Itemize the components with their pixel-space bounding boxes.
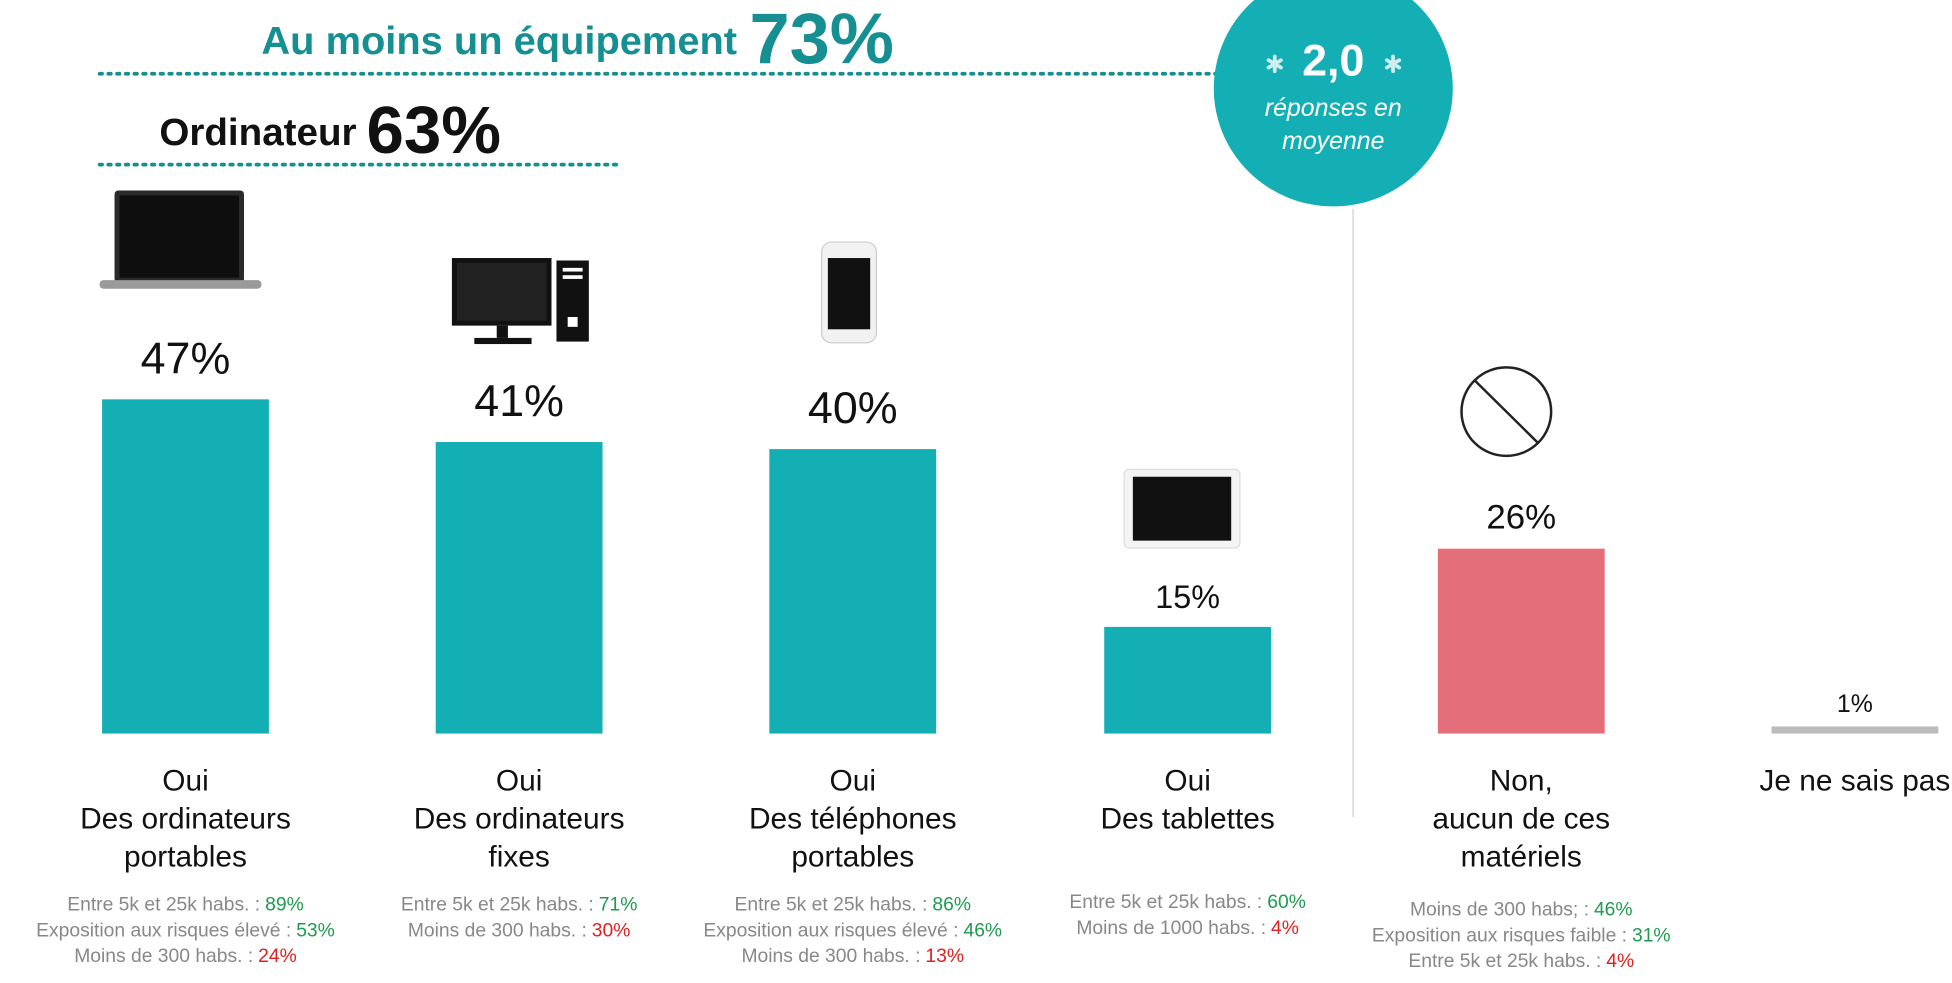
note: Entre 5k et 25k habs. :4% [1408,951,1634,972]
subheadline: Ordinateur 63% [159,94,501,168]
category-label: matériels [1461,841,1582,874]
note-value: 31% [1632,925,1671,946]
note: Entre 5k et 25k habs. :71% [401,895,638,916]
note-value: 86% [932,895,971,916]
note-text: Entre 5k et 25k habs. : [401,895,594,916]
category-label: aucun de ces [1432,803,1610,836]
category-label: Oui [496,765,542,798]
note-text: Entre 5k et 25k habs. : [735,895,928,916]
badge-text: réponses en [1265,95,1402,122]
badge-text: moyenne [1282,128,1384,155]
note-text: Moins de 300 habs. : [74,946,253,967]
tablet-icon [1124,469,1240,548]
subheadline-value: 63% [367,94,502,168]
note-value: 4% [1271,918,1299,939]
note-text: Moins de 300 habs; : [1410,900,1589,921]
value-label: 40% [808,384,898,433]
laptop-icon [100,190,262,288]
value-label: 47% [141,335,231,384]
note-value: 30% [592,921,631,942]
bar [1438,549,1605,734]
subheadline-text: Ordinateur [159,111,356,154]
phone-icon [822,242,877,343]
bar [1771,726,1938,733]
note-value: 60% [1267,892,1306,913]
note: Entre 5k et 25k habs. :86% [735,895,972,916]
note: Entre 5k et 25k habs. :89% [67,895,304,916]
note: Moins de 300 habs. :13% [741,946,964,967]
note-text: Exposition aux risques élevé : [36,921,291,942]
value-label: 41% [474,377,564,426]
note-text: Entre 5k et 25k habs. : [67,895,260,916]
note: Moins de 300 habs; :46% [1410,900,1633,921]
note: Moins de 300 habs. :24% [74,946,297,967]
note-value: 46% [963,921,1002,942]
category-label: Oui [162,765,208,798]
no-icon [1462,367,1552,455]
value-label: 1% [1837,691,1873,718]
headline: Au moins un équipement 73% [261,0,894,79]
note: Exposition aux risques faible :31% [1372,925,1671,946]
note-text: Moins de 300 habs. : [741,946,920,967]
bar [436,442,603,734]
chart: Au moins un équipement73% Ordinateur63% … [0,0,1952,983]
note-text: Exposition aux risques faible : [1372,925,1627,946]
headline-text: Au moins un équipement [261,20,737,64]
value-label: 26% [1486,499,1556,537]
category-label: fixes [488,841,549,874]
bar [1104,627,1271,734]
note: Moins de 1000 habs. :4% [1076,918,1299,939]
note-value: 89% [265,895,304,916]
badge-value: 2,0 [1302,37,1364,86]
category-label: Oui [830,765,876,798]
note-text: Moins de 1000 habs. : [1076,918,1266,939]
desktop-icon [452,258,589,344]
note-text: Moins de 300 habs. : [408,921,587,942]
note: Moins de 300 habs. :30% [408,921,631,942]
category-label: portables [124,841,247,874]
category-label: Non, [1490,765,1553,798]
note-text: Exposition aux risques élevé : [703,921,958,942]
note-value: 24% [258,946,297,967]
note: Exposition aux risques élevé :46% [703,921,1002,942]
category-label: Des tablettes [1100,803,1274,836]
category-label: Des ordinateurs [80,803,291,836]
note-value: 46% [1594,900,1633,921]
value-label: 15% [1155,579,1220,615]
note-value: 13% [925,946,964,967]
category-label: Je ne sais pas [1759,765,1950,798]
page: Au moins un équipement73% Ordinateur63% … [0,0,1952,983]
bar [102,399,269,733]
category-label: Des téléphones [749,803,957,836]
note: Exposition aux risques élevé :53% [36,921,335,942]
category-label: portables [791,841,914,874]
note-value: 71% [599,895,638,916]
category-label: Des ordinateurs [414,803,625,836]
headline-value: 73% [750,0,894,79]
bar [769,449,936,733]
note-value: 4% [1606,951,1634,972]
note-value: 53% [296,921,335,942]
note: Entre 5k et 25k habs. :60% [1069,892,1306,913]
note-text: Entre 5k et 25k habs. : [1408,951,1601,972]
note-text: Entre 5k et 25k habs. : [1069,892,1262,913]
category-label: Oui [1164,765,1210,798]
